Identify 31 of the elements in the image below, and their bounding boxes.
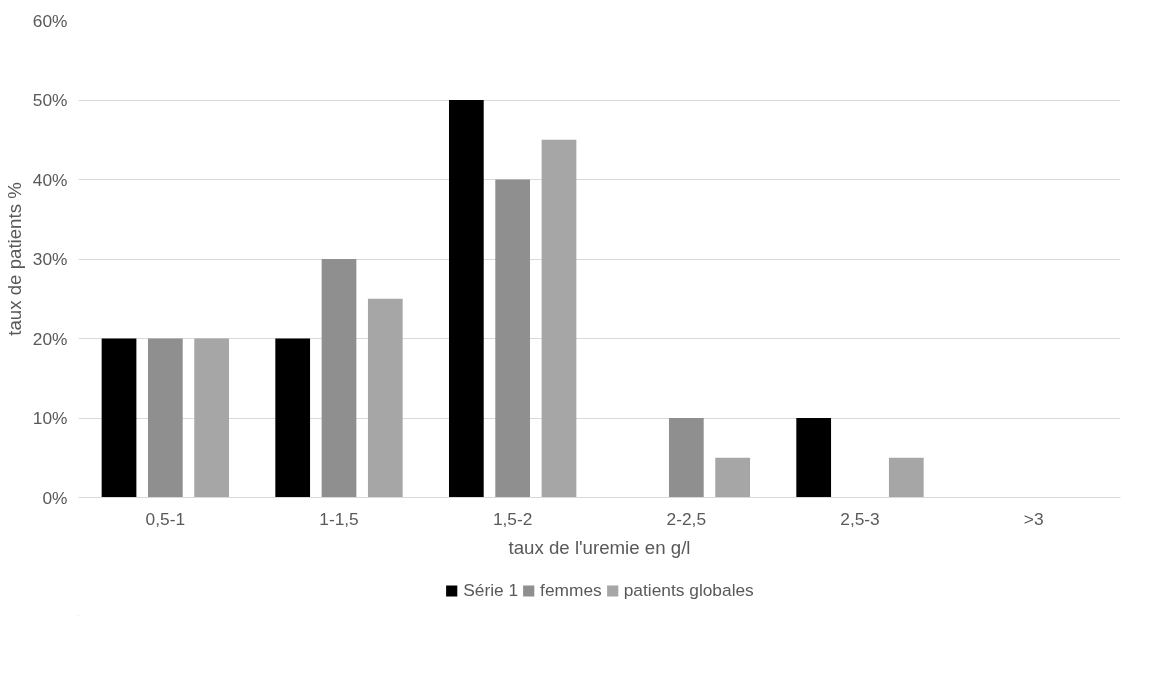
bar bbox=[367, 298, 403, 498]
bar bbox=[541, 139, 577, 498]
bar bbox=[495, 179, 531, 498]
bar bbox=[194, 338, 230, 498]
bar bbox=[101, 338, 137, 498]
y-tick-label: 40% bbox=[32, 169, 68, 190]
x-tick-label: 1-1,5 bbox=[319, 508, 359, 529]
bar bbox=[321, 259, 357, 498]
y-tick-label: 50% bbox=[32, 90, 68, 110]
x-axis-title: taux de l'uremie en g/l bbox=[508, 536, 691, 558]
y-tick-label: 10% bbox=[32, 408, 68, 428]
bar bbox=[275, 338, 311, 498]
legend-label: Série 1 bbox=[463, 579, 519, 601]
x-tick-label: 1,5-2 bbox=[492, 508, 533, 529]
legend-label: patients globales bbox=[623, 579, 754, 601]
y-axis-title: taux de patients % bbox=[3, 182, 25, 336]
bar bbox=[715, 457, 751, 498]
bar bbox=[668, 418, 704, 498]
bar bbox=[796, 418, 832, 498]
bar bbox=[147, 338, 183, 498]
y-tick-label: 30% bbox=[32, 249, 68, 269]
bar bbox=[448, 100, 484, 498]
legend-label: femmes bbox=[540, 579, 602, 601]
y-tick-label: 60% bbox=[32, 10, 68, 31]
x-tick-label: 2-2,5 bbox=[666, 508, 707, 529]
x-tick-label: 2,5-3 bbox=[840, 508, 880, 529]
y-tick-label: 20% bbox=[32, 328, 68, 349]
x-tick-label: >3 bbox=[1023, 508, 1044, 529]
bar bbox=[888, 457, 924, 498]
x-tick-label: 0,5-1 bbox=[145, 508, 186, 529]
y-tick-label: 0% bbox=[42, 487, 68, 508]
